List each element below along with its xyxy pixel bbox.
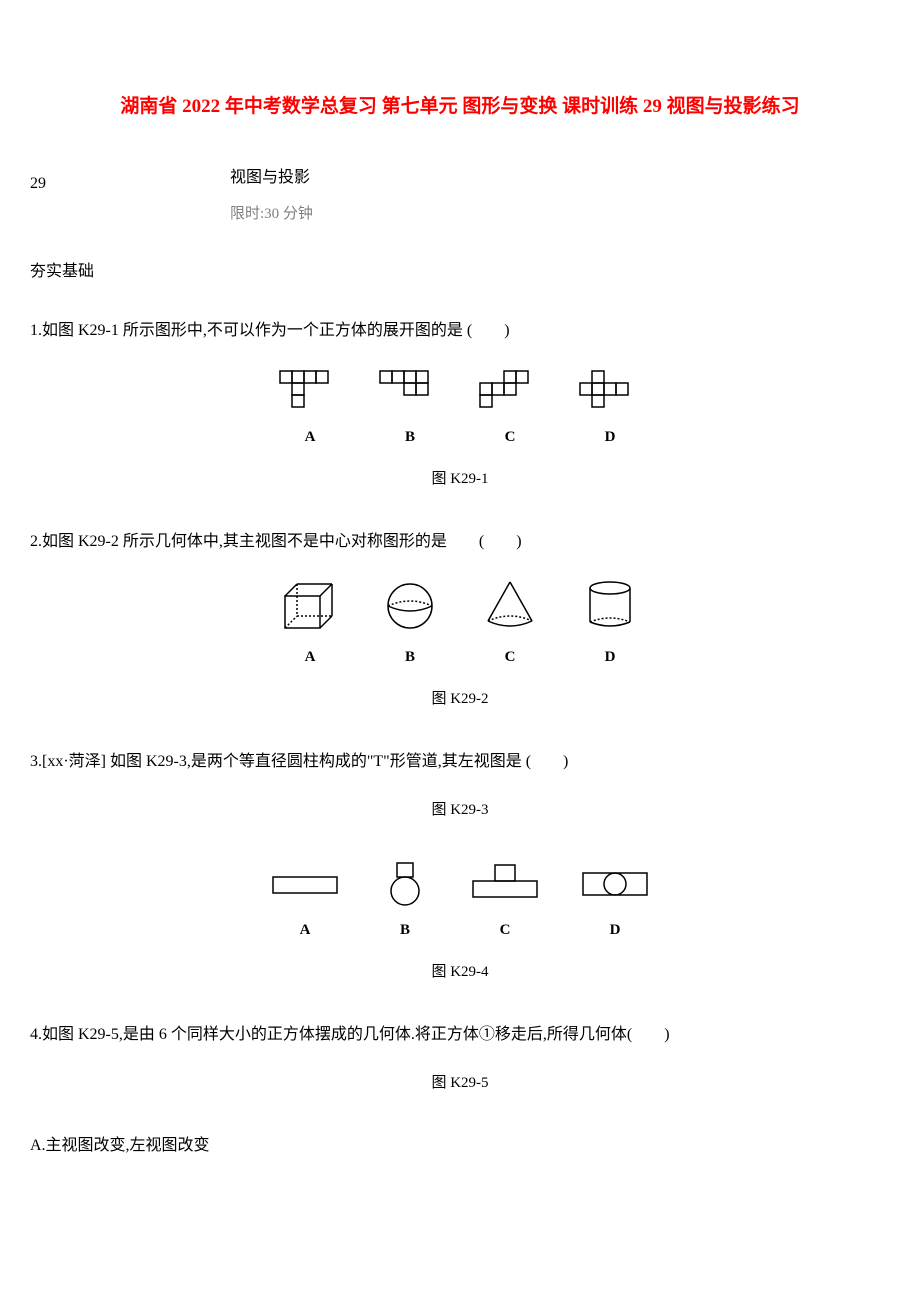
q2-cube-svg	[275, 576, 345, 636]
q1-figures: A B C D	[30, 366, 890, 451]
q2-figure-b: B	[375, 576, 445, 671]
q1-label-b: B	[405, 424, 415, 451]
q1-net-d-svg	[575, 366, 645, 416]
q1-label-a: A	[305, 424, 316, 451]
q3-view-a-svg	[265, 859, 345, 909]
q3-figure-a: A	[265, 859, 345, 944]
q3-figures: A B C D	[30, 859, 890, 944]
question-1-text: 1.如图 K29-1 所示图形中,不可以作为一个正方体的展开图的是 ( )	[30, 317, 890, 346]
q3-label-c: C	[500, 917, 511, 944]
lesson-header: 29 视图与投影 限时:30 分钟	[30, 164, 890, 228]
q3-caption2: 图 K29-4	[30, 959, 890, 986]
q4-option-a: A.主视图改变,左视图改变	[30, 1132, 890, 1161]
q1-label-c: C	[505, 424, 516, 451]
q2-label-d: D	[605, 644, 616, 671]
q1-figure-c: C	[475, 366, 545, 451]
q1-figure-d: D	[575, 366, 645, 451]
q2-figure-c: C	[475, 576, 545, 671]
q4-caption: 图 K29-5	[30, 1070, 890, 1097]
q3-figure-c: C	[465, 859, 545, 944]
q2-figures: A B C	[30, 576, 890, 671]
lesson-info: 视图与投影 限时:30 分钟	[230, 164, 890, 228]
lesson-topic: 视图与投影	[230, 164, 890, 193]
section-header: 夯实基础	[30, 258, 890, 287]
q1-figure-b: B	[375, 366, 445, 451]
q2-cylinder-svg	[575, 576, 645, 636]
page-title: 湖南省 2022 年中考数学总复习 第七单元 图形与变换 课时训练 29 视图与…	[30, 90, 890, 124]
q1-net-b-svg	[375, 366, 445, 416]
q3-view-d-svg	[575, 859, 655, 909]
q3-label-b: B	[400, 917, 410, 944]
q2-label-b: B	[405, 644, 415, 671]
q3-label-d: D	[610, 917, 621, 944]
q2-cone-svg	[475, 576, 545, 636]
q1-caption: 图 K29-1	[30, 466, 890, 493]
q3-view-c-svg	[465, 859, 545, 909]
q3-view-b-svg	[375, 859, 435, 909]
q1-net-c-svg	[475, 366, 545, 416]
q1-net-a-svg	[275, 366, 345, 416]
question-4-text: 4.如图 K29-5,是由 6 个同样大小的正方体摆成的几何体.将正方体①移走后…	[30, 1021, 890, 1050]
q2-caption: 图 K29-2	[30, 686, 890, 713]
question-2-text: 2.如图 K29-2 所示几何体中,其主视图不是中心对称图形的是 ( )	[30, 528, 890, 557]
lesson-number: 29	[30, 164, 230, 199]
q3-figure-b: B	[375, 859, 435, 944]
q2-figure-a: A	[275, 576, 345, 671]
q2-label-a: A	[305, 644, 316, 671]
q3-label-a: A	[300, 917, 311, 944]
q3-figure-d: D	[575, 859, 655, 944]
lesson-time-limit: 限时:30 分钟	[230, 201, 890, 228]
q2-figure-d: D	[575, 576, 645, 671]
q1-figure-a: A	[275, 366, 345, 451]
q3-caption1: 图 K29-3	[30, 797, 890, 824]
q1-label-d: D	[605, 424, 616, 451]
q2-label-c: C	[505, 644, 516, 671]
question-3-text: 3.[xx·菏泽] 如图 K29-3,是两个等直径圆柱构成的"T"形管道,其左视…	[30, 748, 890, 777]
q2-sphere-svg	[375, 576, 445, 636]
